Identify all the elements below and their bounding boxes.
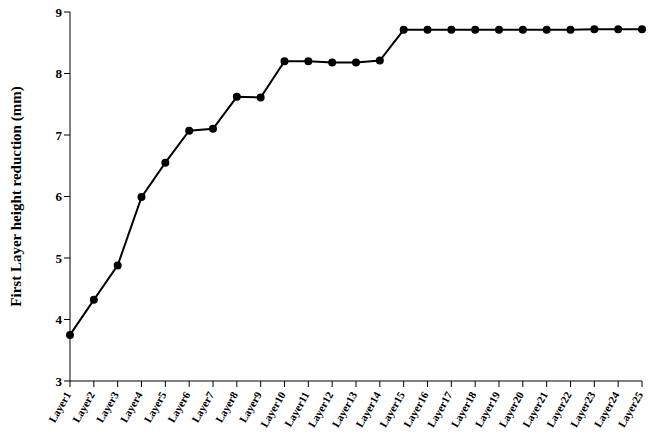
svg-text:First Layer height reduction (: First Layer height reduction (mm) <box>8 86 25 306</box>
svg-text:Layer3: Layer3 <box>93 389 121 425</box>
svg-text:Layer2: Layer2 <box>69 389 97 425</box>
svg-text:Layer17: Layer17 <box>424 389 455 430</box>
svg-text:Layer4: Layer4 <box>117 389 145 425</box>
svg-text:Layer24: Layer24 <box>591 389 622 430</box>
svg-text:Layer15: Layer15 <box>376 389 407 430</box>
svg-text:Layer25: Layer25 <box>615 389 645 429</box>
svg-text:Layer1: Layer1 <box>46 389 73 424</box>
svg-text:5: 5 <box>56 251 63 266</box>
svg-text:7: 7 <box>56 128 63 143</box>
svg-text:Layer20: Layer20 <box>496 389 526 430</box>
svg-text:9: 9 <box>56 5 63 20</box>
svg-text:Layer23: Layer23 <box>567 389 598 430</box>
svg-text:Layer8: Layer8 <box>212 389 240 425</box>
svg-text:Layer14: Layer14 <box>353 389 383 430</box>
svg-text:Layer21: Layer21 <box>519 389 550 430</box>
svg-text:Layer19: Layer19 <box>472 389 503 430</box>
svg-text:4: 4 <box>56 312 63 327</box>
svg-text:Layer18: Layer18 <box>448 389 479 430</box>
svg-text:6: 6 <box>56 189 63 204</box>
svg-text:3: 3 <box>56 374 63 389</box>
svg-text:8: 8 <box>56 66 63 81</box>
svg-text:Layer10: Layer10 <box>257 389 288 430</box>
svg-text:Layer22: Layer22 <box>543 389 574 430</box>
svg-text:Layer12: Layer12 <box>305 389 336 430</box>
svg-text:Layer11: Layer11 <box>281 389 312 429</box>
svg-text:Layer6: Layer6 <box>165 389 193 425</box>
svg-text:Layer16: Layer16 <box>400 389 431 430</box>
svg-text:Layer9: Layer9 <box>236 389 264 425</box>
svg-text:Layer13: Layer13 <box>329 389 360 430</box>
svg-text:Layer5: Layer5 <box>141 389 169 425</box>
svg-text:Layer7: Layer7 <box>189 389 217 425</box>
